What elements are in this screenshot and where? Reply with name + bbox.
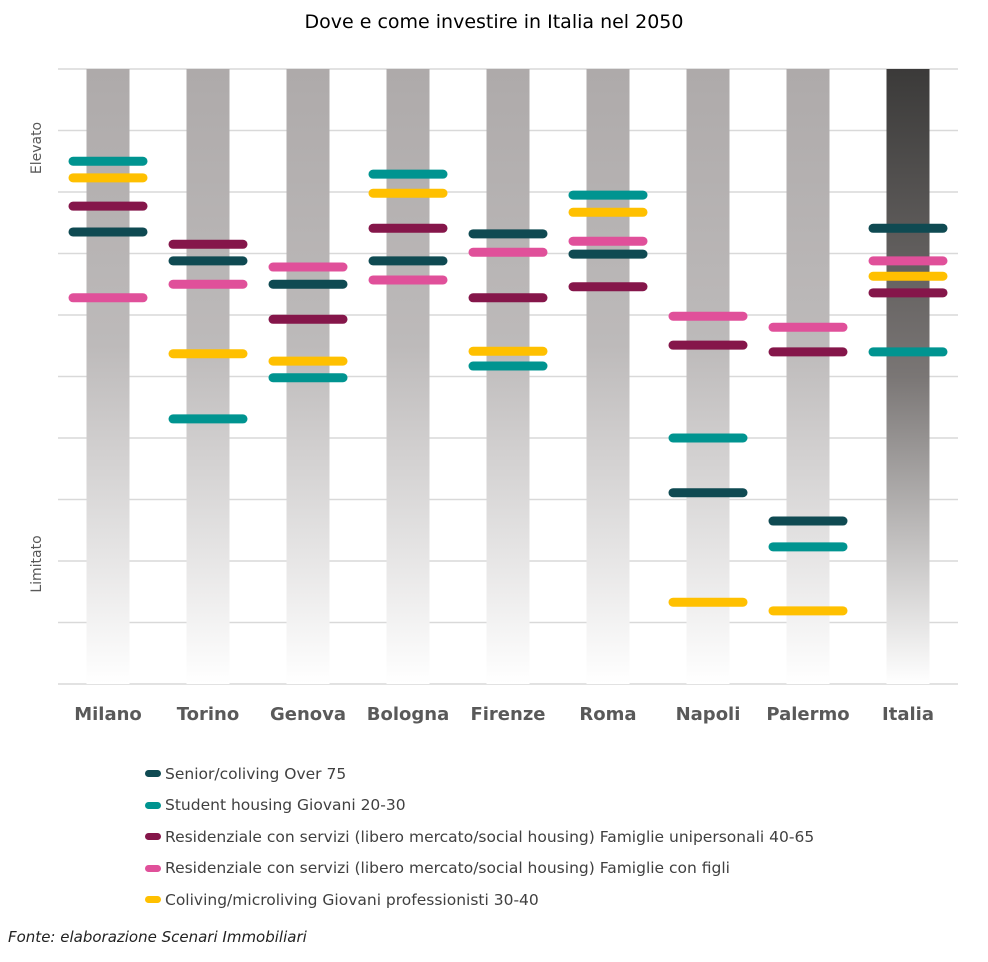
- x-tick-label: Bologna: [367, 704, 449, 725]
- column-bar-firenze: [486, 69, 530, 684]
- x-tick-label: Roma: [579, 704, 636, 725]
- legend-label: Coliving/microliving Giovani professioni…: [165, 890, 539, 909]
- legend-item: Senior/coliving Over 75: [145, 758, 814, 790]
- column-bar-torino: [186, 69, 230, 684]
- legend-item: Residenziale con servizi (libero mercato…: [145, 821, 814, 853]
- chart-title: Dove e come investire in Italia nel 2050: [305, 11, 684, 33]
- y-label-high: Elevato: [29, 122, 45, 174]
- legend-swatch: [145, 770, 161, 778]
- x-tick-label: Torino: [177, 704, 239, 725]
- legend-label: Student housing Giovani 20-30: [165, 796, 406, 815]
- column-bar-napoli: [686, 69, 730, 684]
- legend-swatch: [145, 801, 161, 809]
- legend-label: Senior/coliving Over 75: [165, 764, 347, 783]
- legend-swatch: [145, 833, 161, 841]
- source-note: Fonte: elaborazione Scenari Immobiliari: [8, 928, 307, 946]
- x-tick-label: Firenze: [470, 704, 545, 725]
- legend: Senior/coliving Over 75 Student housing G…: [145, 758, 814, 916]
- column-bar-palermo: [786, 69, 830, 684]
- y-label-low: Limitato: [29, 535, 45, 592]
- legend-label: Residenziale con servizi (libero mercato…: [165, 859, 730, 878]
- column-bar-roma: [586, 69, 630, 684]
- x-tick-label: Napoli: [676, 704, 741, 725]
- column-bar-milano: [86, 69, 130, 684]
- legend-item: Coliving/microliving Giovani professioni…: [145, 884, 814, 916]
- legend-swatch: [145, 864, 161, 872]
- legend-label: Residenziale con servizi (libero mercato…: [165, 827, 815, 846]
- legend-swatch: [145, 896, 161, 904]
- legend-item: Student housing Giovani 20-30: [145, 790, 814, 822]
- x-tick-label: Palermo: [766, 704, 849, 725]
- column-bar-bologna: [386, 69, 430, 684]
- legend-item: Residenziale con servizi (libero mercato…: [145, 853, 814, 885]
- x-tick-label: Milano: [74, 704, 142, 725]
- x-tick-label: Italia: [882, 704, 934, 725]
- column-bar-italia: [886, 69, 930, 684]
- x-tick-label: Genova: [270, 704, 346, 725]
